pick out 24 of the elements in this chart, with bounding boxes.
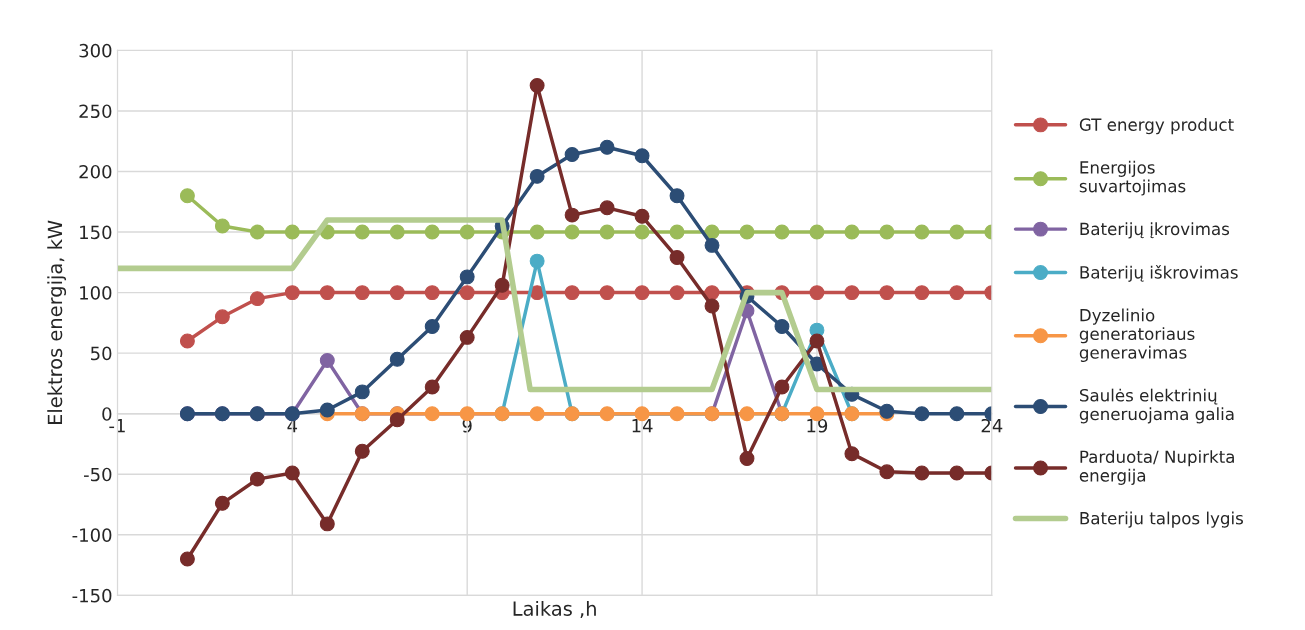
y-tick-label: 300	[79, 43, 112, 58]
y-tick-label: 50	[91, 346, 112, 361]
x-tick-label: 24	[981, 418, 1003, 433]
y-tick-label: 250	[79, 104, 112, 119]
y-tick-label: 0	[102, 407, 112, 421]
x-tick-label: -1	[109, 419, 125, 433]
x-tick-label: 14	[632, 419, 653, 433]
y-tick-label: 100	[80, 286, 112, 300]
legend-label: Bateriju talpos lygis	[1080, 511, 1243, 528]
legend-label: Energijos suvartojimas	[1079, 160, 1186, 196]
y-axis-title: Elektros energija, kW	[47, 220, 67, 425]
y-tick-label: -50	[83, 467, 112, 482]
y-tick-label: 150	[80, 225, 112, 240]
legend-label: Baterijų įkrovimas	[1080, 222, 1230, 239]
legend-label: Saulės elektrinių generuojama galia	[1079, 388, 1234, 424]
x-tick-label: 19	[807, 418, 828, 433]
legend-label: Parduota/ Nupirkta energija	[1079, 450, 1234, 485]
y-tick-label: 200	[79, 164, 112, 179]
legend-label: Dyzelinio generatoriaus generavimas	[1079, 308, 1195, 362]
x-axis-title: Laikas ,h	[513, 600, 596, 618]
legend-label: GT energy product	[1079, 118, 1234, 135]
legend-label: Baterijų iškrovimas	[1080, 265, 1238, 282]
y-tick-label: -100	[72, 528, 112, 542]
y-tick-label: -150	[72, 588, 112, 603]
